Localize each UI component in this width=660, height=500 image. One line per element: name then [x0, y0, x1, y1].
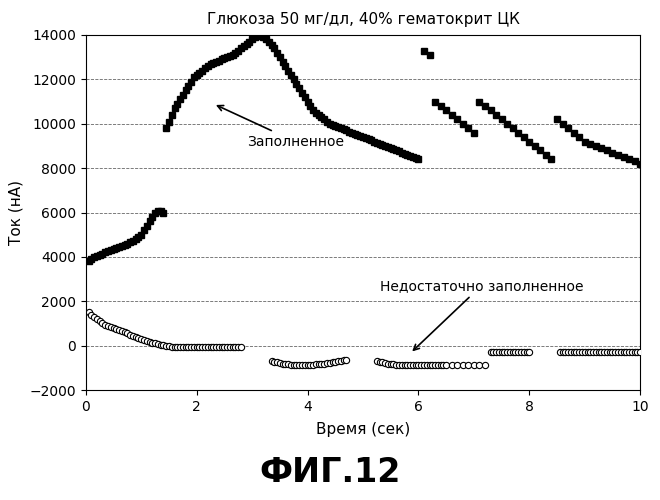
X-axis label: Время (сек): Время (сек) [316, 422, 410, 437]
Title: Глюкоза 50 мг/дл, 40% гематокрит ЦК: Глюкоза 50 мг/дл, 40% гематокрит ЦК [207, 12, 519, 27]
Text: Недостаточно заполненное: Недостаточно заполненное [379, 278, 583, 350]
Y-axis label: Ток (нА): Ток (нА) [9, 180, 24, 245]
Text: Заполненное: Заполненное [218, 106, 344, 148]
Text: ФИГ.12: ФИГ.12 [259, 456, 401, 489]
